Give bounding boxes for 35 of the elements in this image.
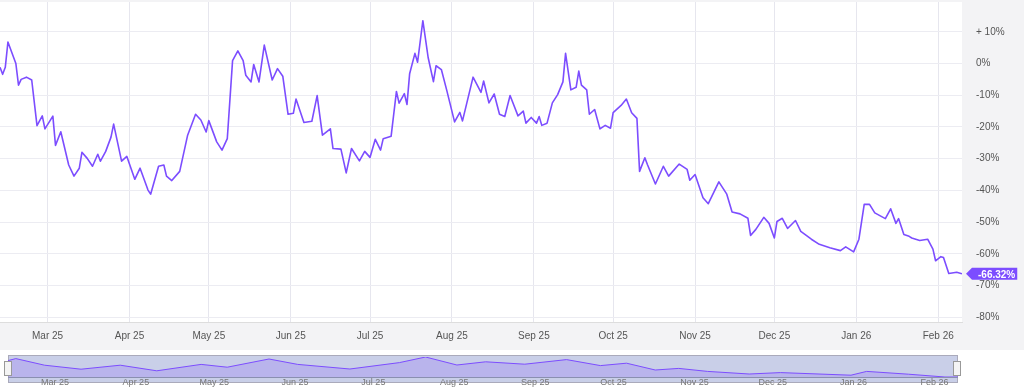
x-tick-label: Jun 25: [281, 376, 309, 387]
y-tick-label: 0%: [976, 57, 991, 69]
x-tick-label: May 25: [199, 376, 229, 387]
y-tick-label: -70%: [976, 279, 1000, 291]
x-tick-label: Jan 26: [840, 376, 868, 387]
x-tick-label: Feb 26: [920, 376, 949, 387]
x-tick-label: Feb 26: [922, 329, 955, 341]
x-tick-label: Sep 25: [518, 329, 551, 341]
y-tick-label: -40%: [976, 184, 1000, 196]
x-tick-label: Nov 25: [680, 376, 709, 387]
annotation: -66.32%: [978, 268, 1016, 280]
x-tick-label: Mar 25: [40, 376, 69, 387]
y-tick-label: -20%: [976, 120, 1000, 132]
x-tick-label: Aug 25: [436, 329, 469, 341]
y-tick-label: -60%: [976, 247, 1000, 259]
x-tick-label: Apr 25: [114, 329, 145, 341]
x-tick-label: Aug 25: [440, 376, 469, 387]
x-tick-label: Dec 25: [758, 329, 791, 341]
x-tick-label: Dec 25: [758, 376, 787, 387]
y-tick-label: -80%: [976, 310, 1000, 322]
x-tick-label: Oct 25: [600, 376, 627, 387]
x-tick-label: Jul 25: [356, 329, 384, 341]
x-tick-label: Oct 25: [598, 329, 629, 341]
y-tick-label: -50%: [976, 215, 1000, 227]
x-tick-label: Sep 25: [520, 376, 550, 387]
x-tick-label: Mar 25: [32, 329, 64, 341]
x-tick-label: Apr 25: [122, 376, 150, 387]
x-tick-label: Nov 25: [679, 329, 712, 341]
x-tick-label: May 25: [192, 329, 226, 341]
y-tick-label: -10%: [976, 88, 1000, 100]
x-tick-label: Jul 25: [361, 376, 386, 387]
y-tick-label: + 10%: [976, 25, 1005, 37]
x-tick-label: Jan 26: [841, 329, 872, 341]
y-tick-label: -30%: [976, 152, 1000, 164]
x-tick-label: Jun 25: [275, 329, 307, 341]
